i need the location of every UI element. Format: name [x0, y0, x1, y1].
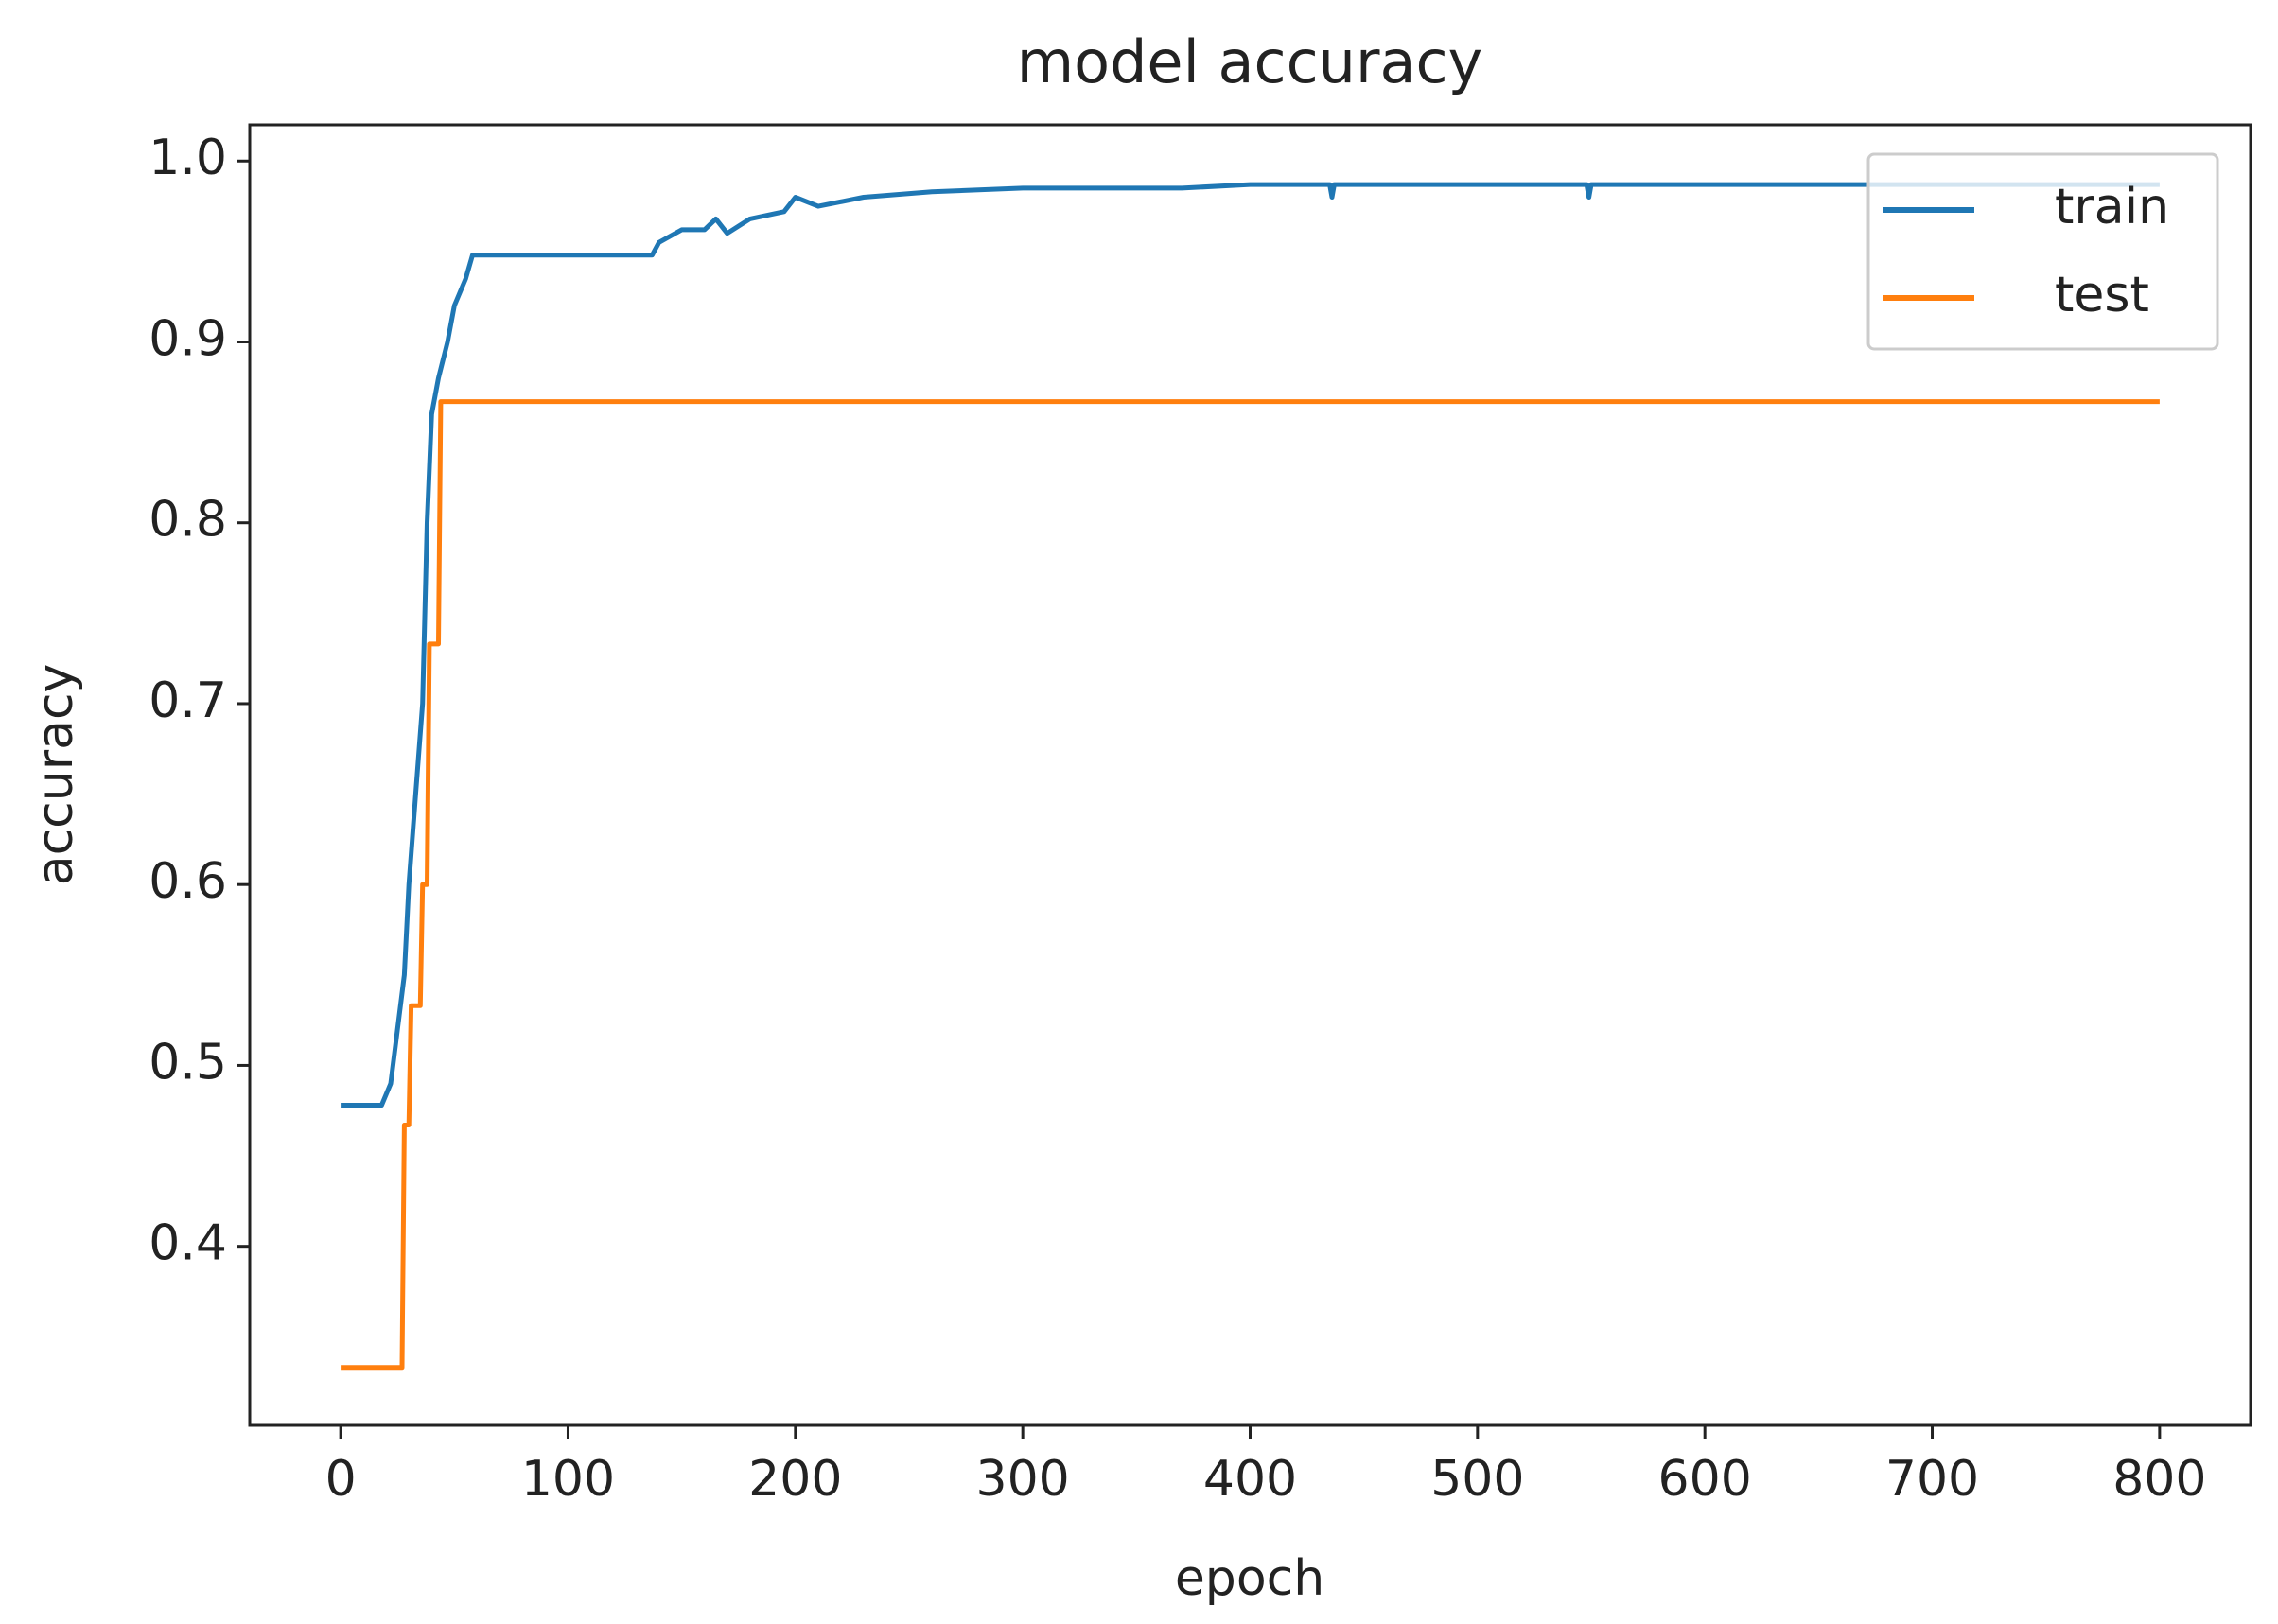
y-tick-label: 0.6 [149, 853, 227, 910]
legend-label: test [2055, 267, 2149, 323]
y-axis-label: accuracy [27, 664, 84, 886]
chart-title: model accuracy [1017, 27, 1483, 96]
y-tick-label: 0.7 [149, 672, 227, 729]
x-axis-label: epoch [1175, 1550, 1324, 1607]
line-series [341, 182, 2160, 1108]
x-tick-label: 200 [748, 1451, 842, 1508]
x-tick-label: 300 [976, 1451, 1070, 1508]
x-tick-label: 700 [1885, 1451, 1979, 1508]
axes-frame [248, 123, 2252, 1427]
y-tick-label: 0.4 [149, 1215, 227, 1272]
x-tick-label: 100 [521, 1451, 615, 1508]
x-tick-label: 0 [325, 1451, 357, 1508]
y-tick-label: 0.8 [149, 492, 227, 549]
x-tick-label: 500 [1430, 1451, 1524, 1508]
line-series [341, 399, 2160, 1371]
legend-label: train [2055, 179, 2169, 236]
x-tick-label: 800 [2112, 1451, 2206, 1508]
y-tick-label: 0.5 [149, 1034, 227, 1091]
x-tick-label: 600 [1658, 1451, 1752, 1508]
y-tick-label: 1.0 [149, 130, 227, 186]
y-tick-label: 0.9 [149, 310, 227, 367]
x-tick-label: 400 [1203, 1451, 1297, 1508]
